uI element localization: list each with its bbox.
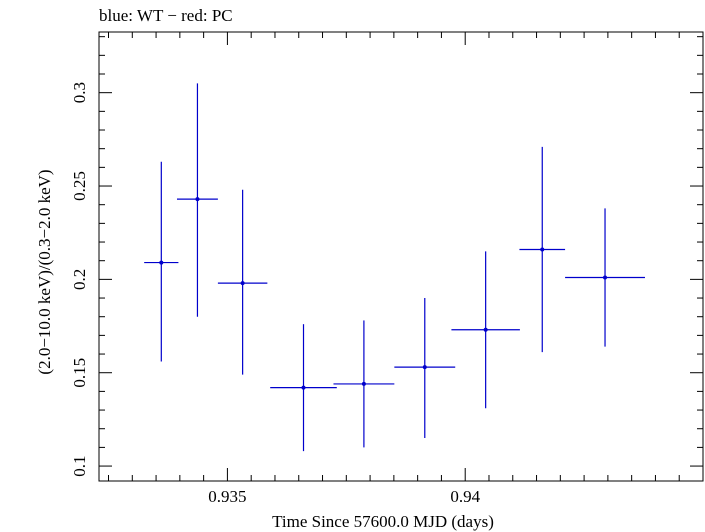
data-point	[451, 251, 520, 409]
data-point	[217, 189, 268, 375]
y-axis: 0.1 0.15 0.2 0.25 0.3	[70, 36, 703, 477]
y-tick-label: 0.1	[70, 455, 89, 476]
y-tick-label: 0.15	[70, 358, 89, 388]
point-marker	[195, 197, 200, 202]
data-point	[333, 320, 395, 448]
point-marker	[240, 281, 245, 286]
x-axis-label: Time Since 57600.0 MJD (days)	[272, 512, 494, 531]
data-point	[176, 83, 218, 317]
y-tick-label: 0.2	[70, 269, 89, 290]
plot-frame	[98, 31, 704, 482]
y-tick-label: 0.25	[70, 171, 89, 201]
y-axis-label: (2.0−10.0 keV)/(0.3−2.0 keV)	[35, 169, 54, 374]
data-point	[144, 161, 179, 362]
data-point	[270, 324, 337, 452]
x-tick-label: 0.94	[450, 487, 480, 506]
y-tick-label: 0.3	[70, 82, 89, 103]
point-marker	[540, 247, 545, 252]
data-point	[519, 146, 566, 353]
chart-title: blue: WT − red: PC	[99, 6, 233, 25]
point-marker	[159, 260, 164, 265]
point-marker	[603, 275, 608, 280]
x-axis: 0.935 0.94	[108, 32, 704, 506]
x-tick-label: 0.935	[208, 487, 246, 506]
data-point	[565, 208, 645, 347]
point-marker	[361, 381, 366, 386]
point-marker	[301, 385, 306, 390]
point-marker	[483, 327, 488, 332]
data-point	[394, 298, 456, 439]
point-marker	[422, 365, 427, 370]
data-points	[144, 83, 645, 452]
